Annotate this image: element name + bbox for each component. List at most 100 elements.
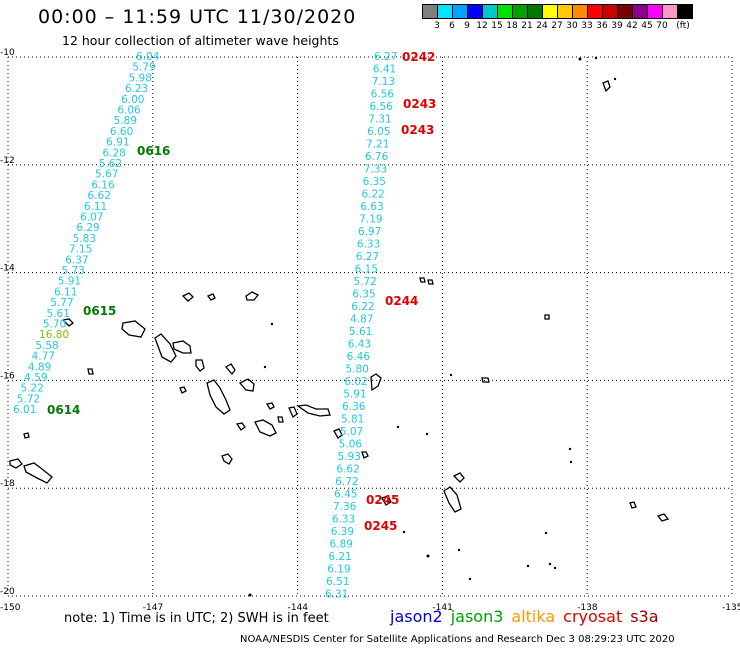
island [206, 293, 216, 301]
swh-value: 6.23 [125, 83, 148, 95]
atoll-dot [457, 548, 461, 552]
lat-label: -10 [0, 48, 15, 58]
swh-value: 5.80 [346, 364, 369, 376]
axis-labels: -10 -12 -14 -16 -18 -20 -150 -147 -144 -141 -138 -1… [0, 48, 740, 613]
pass-label: 0615 [83, 304, 116, 318]
swh-value: 5.79 [132, 62, 155, 74]
legend-swatches [422, 4, 693, 19]
legend-label: 27 [551, 21, 563, 31]
swh-value: 6.35 [352, 289, 375, 301]
pass-labels: 0242 0243 0243 0244 0245 0245 0616 0615 0614 [47, 50, 436, 533]
lat-label: -12 [0, 156, 15, 166]
swh-value: 6.62 [88, 190, 111, 202]
swh-value: 6.11 [54, 286, 77, 298]
atoll-dot [578, 57, 582, 61]
atoll-dot [425, 432, 429, 436]
legend-label: 3 [434, 21, 440, 31]
island [381, 495, 392, 506]
swh-value: 6.56 [371, 89, 395, 101]
legend-label: 6 [449, 21, 455, 31]
lat-label: -16 [0, 371, 15, 381]
legend-label: 18 [506, 21, 518, 31]
swh-value: 6.56 [369, 101, 393, 113]
altimeter-track-west: 6.045.795.986.236.006.065.896.606.916.28… [13, 51, 160, 416]
island [23, 462, 53, 484]
swh-value: 5.70 [43, 319, 66, 331]
lat-label: -18 [0, 479, 15, 489]
swh-value: 6.01 [13, 404, 36, 416]
swh-value: 6.22 [351, 301, 374, 313]
island [9, 458, 23, 469]
swh-value: 6.04 [136, 51, 160, 63]
lon-label: -135 [722, 603, 740, 613]
legend-labels: 3 6 9 12 15 18 21 24 27 30 33 36 39 42 45 70 (ft) [422, 21, 692, 35]
swh-value: 6.36 [342, 401, 366, 413]
credit-line: NOAA/NESDIS Center for Satellite Applica… [240, 634, 675, 645]
swh-value: 5.06 [339, 439, 363, 451]
island [452, 472, 465, 483]
island [333, 428, 343, 439]
atoll-dot [568, 447, 572, 451]
swh-value: 6.37 [65, 254, 88, 266]
legend-label: 15 [491, 21, 503, 31]
swh-value: 6.27 [374, 51, 397, 63]
swh-value: 5.62 [99, 158, 122, 170]
island [238, 378, 255, 392]
swh-value: 7.36 [333, 501, 357, 513]
satellite-cryosat: cryosat [563, 607, 623, 626]
pass-label: 0245 [366, 493, 399, 507]
atoll-dot [248, 593, 252, 597]
atoll-dot [569, 460, 573, 464]
legend-label: 24 [536, 21, 548, 31]
swh-value: 5.91 [343, 389, 366, 401]
island [277, 416, 284, 423]
legend-label: (ft) [676, 21, 690, 31]
swh-value: 5.93 [338, 451, 361, 463]
swh-value: 5.67 [95, 169, 118, 181]
swh-value: 5.77 [50, 297, 73, 309]
swh-value: 6.76 [365, 151, 389, 163]
lat-label: -14 [0, 264, 15, 274]
island [61, 318, 74, 327]
color-legend: 3 6 9 12 15 18 21 24 27 30 33 36 39 42 45 70 (ft) [422, 4, 693, 35]
swh-value: 6.19 [327, 564, 350, 576]
pass-label: 0614 [47, 403, 80, 417]
island [370, 373, 382, 392]
swh-value: 6.39 [331, 526, 354, 538]
legend-label: 33 [581, 21, 593, 31]
atoll-dot [548, 562, 552, 566]
island [23, 432, 30, 439]
legend-label: 42 [626, 21, 638, 31]
atoll-dot [613, 77, 617, 81]
swh-value: 7.19 [359, 214, 382, 226]
swh-value: 5.72 [353, 276, 376, 288]
pass-label: 0245 [364, 519, 397, 533]
atoll-dot [544, 531, 548, 535]
satellite-s3a: s3a [630, 607, 659, 626]
island [206, 379, 231, 415]
island [602, 80, 611, 93]
island [235, 422, 246, 431]
swh-value: 4.77 [32, 351, 55, 363]
island [154, 333, 177, 363]
island [121, 320, 146, 338]
atoll-dot [270, 322, 274, 326]
atoll-dot [553, 566, 557, 570]
legend-label: 45 [641, 21, 653, 31]
island [195, 359, 205, 372]
island [361, 451, 369, 459]
graticule [7, 56, 733, 597]
island [265, 402, 275, 410]
lon-label: -150 [0, 603, 21, 613]
pass-label: 0243 [403, 97, 436, 111]
atoll-dot [468, 577, 472, 581]
island [427, 279, 434, 285]
swh-value: 5.61 [349, 326, 372, 338]
swh-value: 7.33 [364, 164, 387, 176]
swh-value: 4.59 [24, 372, 47, 384]
island [419, 277, 426, 283]
swh-value: 6.62 [336, 464, 359, 476]
swh-value: 5.72 [17, 393, 40, 405]
pass-label: 0242 [402, 50, 435, 64]
